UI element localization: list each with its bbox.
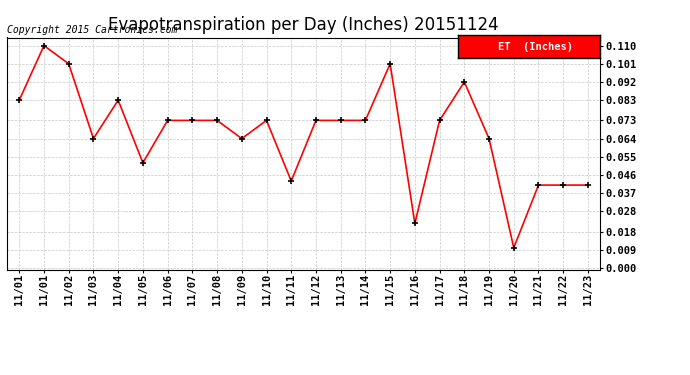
Text: Copyright 2015 Cartronics.com: Copyright 2015 Cartronics.com bbox=[7, 25, 177, 35]
Title: Evapotranspiration per Day (Inches) 20151124: Evapotranspiration per Day (Inches) 2015… bbox=[108, 16, 499, 34]
